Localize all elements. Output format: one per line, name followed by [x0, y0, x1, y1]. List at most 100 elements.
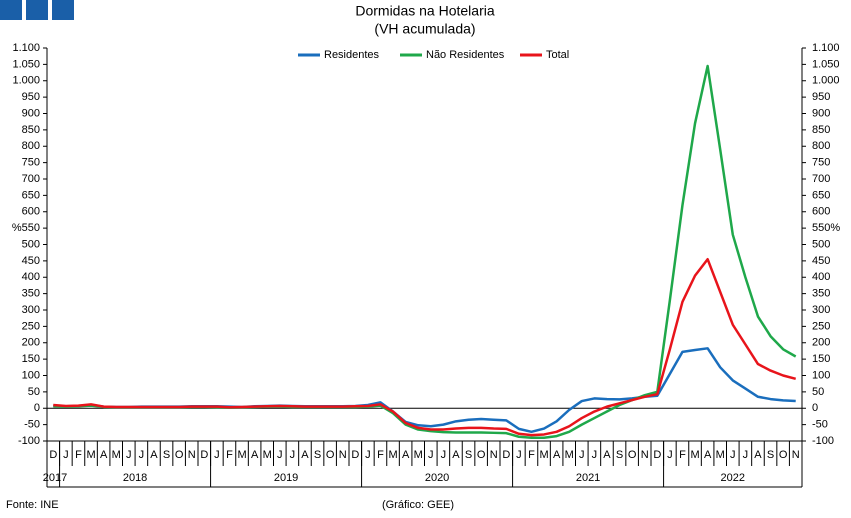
x-tick-label: J: [579, 449, 585, 461]
x-tick-label: D: [351, 449, 359, 461]
x-tick-label: S: [314, 449, 321, 461]
x-tick-label: A: [301, 449, 309, 461]
y2-tick-label: -50: [812, 419, 828, 431]
y-tick-label: 450: [22, 255, 40, 267]
x-tick-label: M: [690, 449, 699, 461]
x-tick-label: J: [63, 449, 69, 461]
y-tick-label: -50: [24, 419, 40, 431]
year-label: 2020: [425, 472, 449, 484]
x-tick-label: A: [251, 449, 259, 461]
x-tick-label: S: [163, 449, 170, 461]
x-tick-label: J: [667, 449, 673, 461]
year-label: 2019: [274, 472, 298, 484]
y2-tick-label: 1.050: [812, 58, 840, 70]
y-tick-label: 850: [22, 124, 40, 136]
y2-tick-label: 200: [812, 337, 830, 349]
y2-tick-label: 500: [812, 238, 830, 250]
x-tick-label: D: [200, 449, 208, 461]
x-tick-label: D: [49, 449, 57, 461]
y-tick-label: 150: [22, 353, 40, 365]
x-tick-label: J: [139, 449, 145, 461]
y-tick-label: 1.050: [12, 58, 40, 70]
x-tick-label: N: [339, 449, 347, 461]
year-label: 2022: [721, 472, 745, 484]
legend-label: Residentes: [324, 49, 380, 61]
y2-tick-label: 800: [812, 140, 830, 152]
x-tick-label: J: [730, 449, 736, 461]
y2-tick-label: 550%: [812, 222, 840, 234]
x-tick-label: S: [616, 449, 623, 461]
x-tick-label: O: [628, 449, 637, 461]
x-tick-label: N: [188, 449, 196, 461]
y-tick-label: 300: [22, 304, 40, 316]
logo-block: [52, 0, 74, 20]
y-tick-label: 1.000: [12, 75, 40, 87]
series-line: [53, 64, 797, 439]
chart-title: Dormidas na Hotelaria: [355, 3, 494, 19]
y2-tick-label: 300: [812, 304, 830, 316]
logo-block: [0, 0, 22, 20]
y2-tick-label: 400: [812, 271, 830, 283]
x-tick-label: N: [641, 449, 649, 461]
source: Fonte: INE: [6, 499, 59, 511]
y-tick-label: %550: [12, 222, 40, 234]
x-tick-label: M: [388, 449, 397, 461]
y-tick-label: 350: [22, 288, 40, 300]
y2-tick-label: 150: [812, 353, 830, 365]
x-tick-label: M: [414, 449, 423, 461]
x-tick-label: O: [326, 449, 335, 461]
x-tick-label: J: [290, 449, 296, 461]
x-tick-label: J: [277, 449, 283, 461]
y-tick-label: 200: [22, 337, 40, 349]
legend-label: Total: [546, 49, 569, 61]
x-tick-label: A: [553, 449, 561, 461]
y2-tick-label: 850: [812, 124, 830, 136]
y-tick-label: 100: [22, 369, 40, 381]
y2-tick-label: 100: [812, 369, 830, 381]
x-tick-label: O: [175, 449, 184, 461]
y-tick-label: 1.100: [12, 42, 40, 54]
year-label: 2021: [576, 472, 600, 484]
x-tick-label: S: [767, 449, 774, 461]
x-tick-label: M: [716, 449, 725, 461]
x-tick-label: N: [792, 449, 800, 461]
x-tick-label: A: [100, 449, 108, 461]
y-tick-label: 250: [22, 320, 40, 332]
y-tick-label: 700: [22, 173, 40, 185]
y-tick-label: -100: [18, 435, 40, 447]
y-tick-label: 500: [22, 238, 40, 250]
x-tick-label: A: [150, 449, 158, 461]
x-tick-label: A: [452, 449, 460, 461]
y-tick-label: 950: [22, 91, 40, 103]
y2-tick-label: 50: [812, 386, 824, 398]
y-tick-label: 50: [28, 386, 40, 398]
x-tick-label: J: [214, 449, 220, 461]
y2-tick-label: 1.000: [812, 75, 840, 87]
y2-tick-label: 650: [812, 189, 830, 201]
y-tick-label: 650: [22, 189, 40, 201]
y-tick-label: 400: [22, 271, 40, 283]
x-tick-label: N: [490, 449, 498, 461]
x-tick-label: J: [441, 449, 447, 461]
y2-tick-label: 450: [812, 255, 830, 267]
series-line: [53, 347, 796, 434]
x-tick-label: A: [402, 449, 410, 461]
x-tick-label: F: [377, 449, 384, 461]
x-tick-label: J: [592, 449, 598, 461]
y-tick-label: 600: [22, 206, 40, 218]
x-tick-label: M: [565, 449, 574, 461]
y2-tick-label: 250: [812, 320, 830, 332]
year-label: 2017: [43, 472, 67, 484]
x-tick-label: O: [779, 449, 788, 461]
y2-tick-label: -100: [812, 435, 834, 447]
y2-tick-label: 900: [812, 107, 830, 119]
x-tick-label: S: [465, 449, 472, 461]
y2-tick-label: 1.100: [812, 42, 840, 54]
credit: (Gráfico: GEE): [382, 499, 454, 511]
x-tick-label: J: [516, 449, 522, 461]
y2-tick-label: 600: [812, 206, 830, 218]
year-label: 2018: [123, 472, 147, 484]
x-tick-label: M: [263, 449, 272, 461]
x-tick-label: F: [75, 449, 82, 461]
